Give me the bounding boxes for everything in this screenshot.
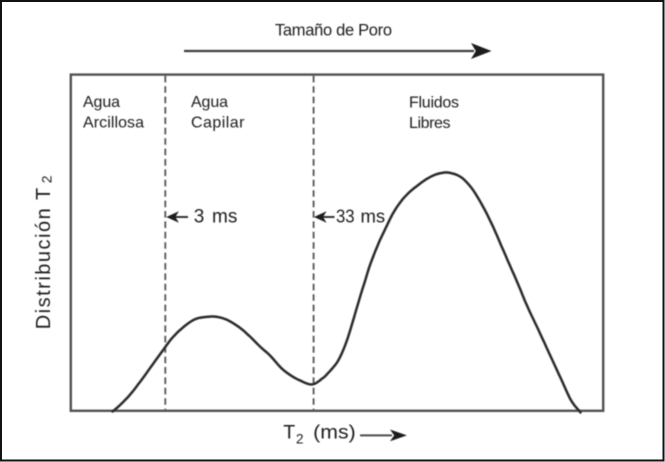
svg-text:Agua: Agua xyxy=(83,94,120,111)
svg-text:Arcillosa: Arcillosa xyxy=(83,115,144,132)
svg-text:Capilar: Capilar xyxy=(191,115,245,132)
svg-text:T2(ms): T2 (ms) xyxy=(283,422,355,447)
svg-text:2: 2 xyxy=(38,175,54,183)
svg-text:Distribución T: Distribución T xyxy=(33,188,55,330)
svg-text:3ms: 3 ms xyxy=(194,206,238,227)
svg-text:Agua: Agua xyxy=(191,94,228,111)
svg-text:Libres: Libres xyxy=(409,115,451,132)
svg-text:Fluidos: Fluidos xyxy=(409,94,459,111)
svg-text:Tamaño de Poro: Tamaño de Poro xyxy=(275,21,392,39)
